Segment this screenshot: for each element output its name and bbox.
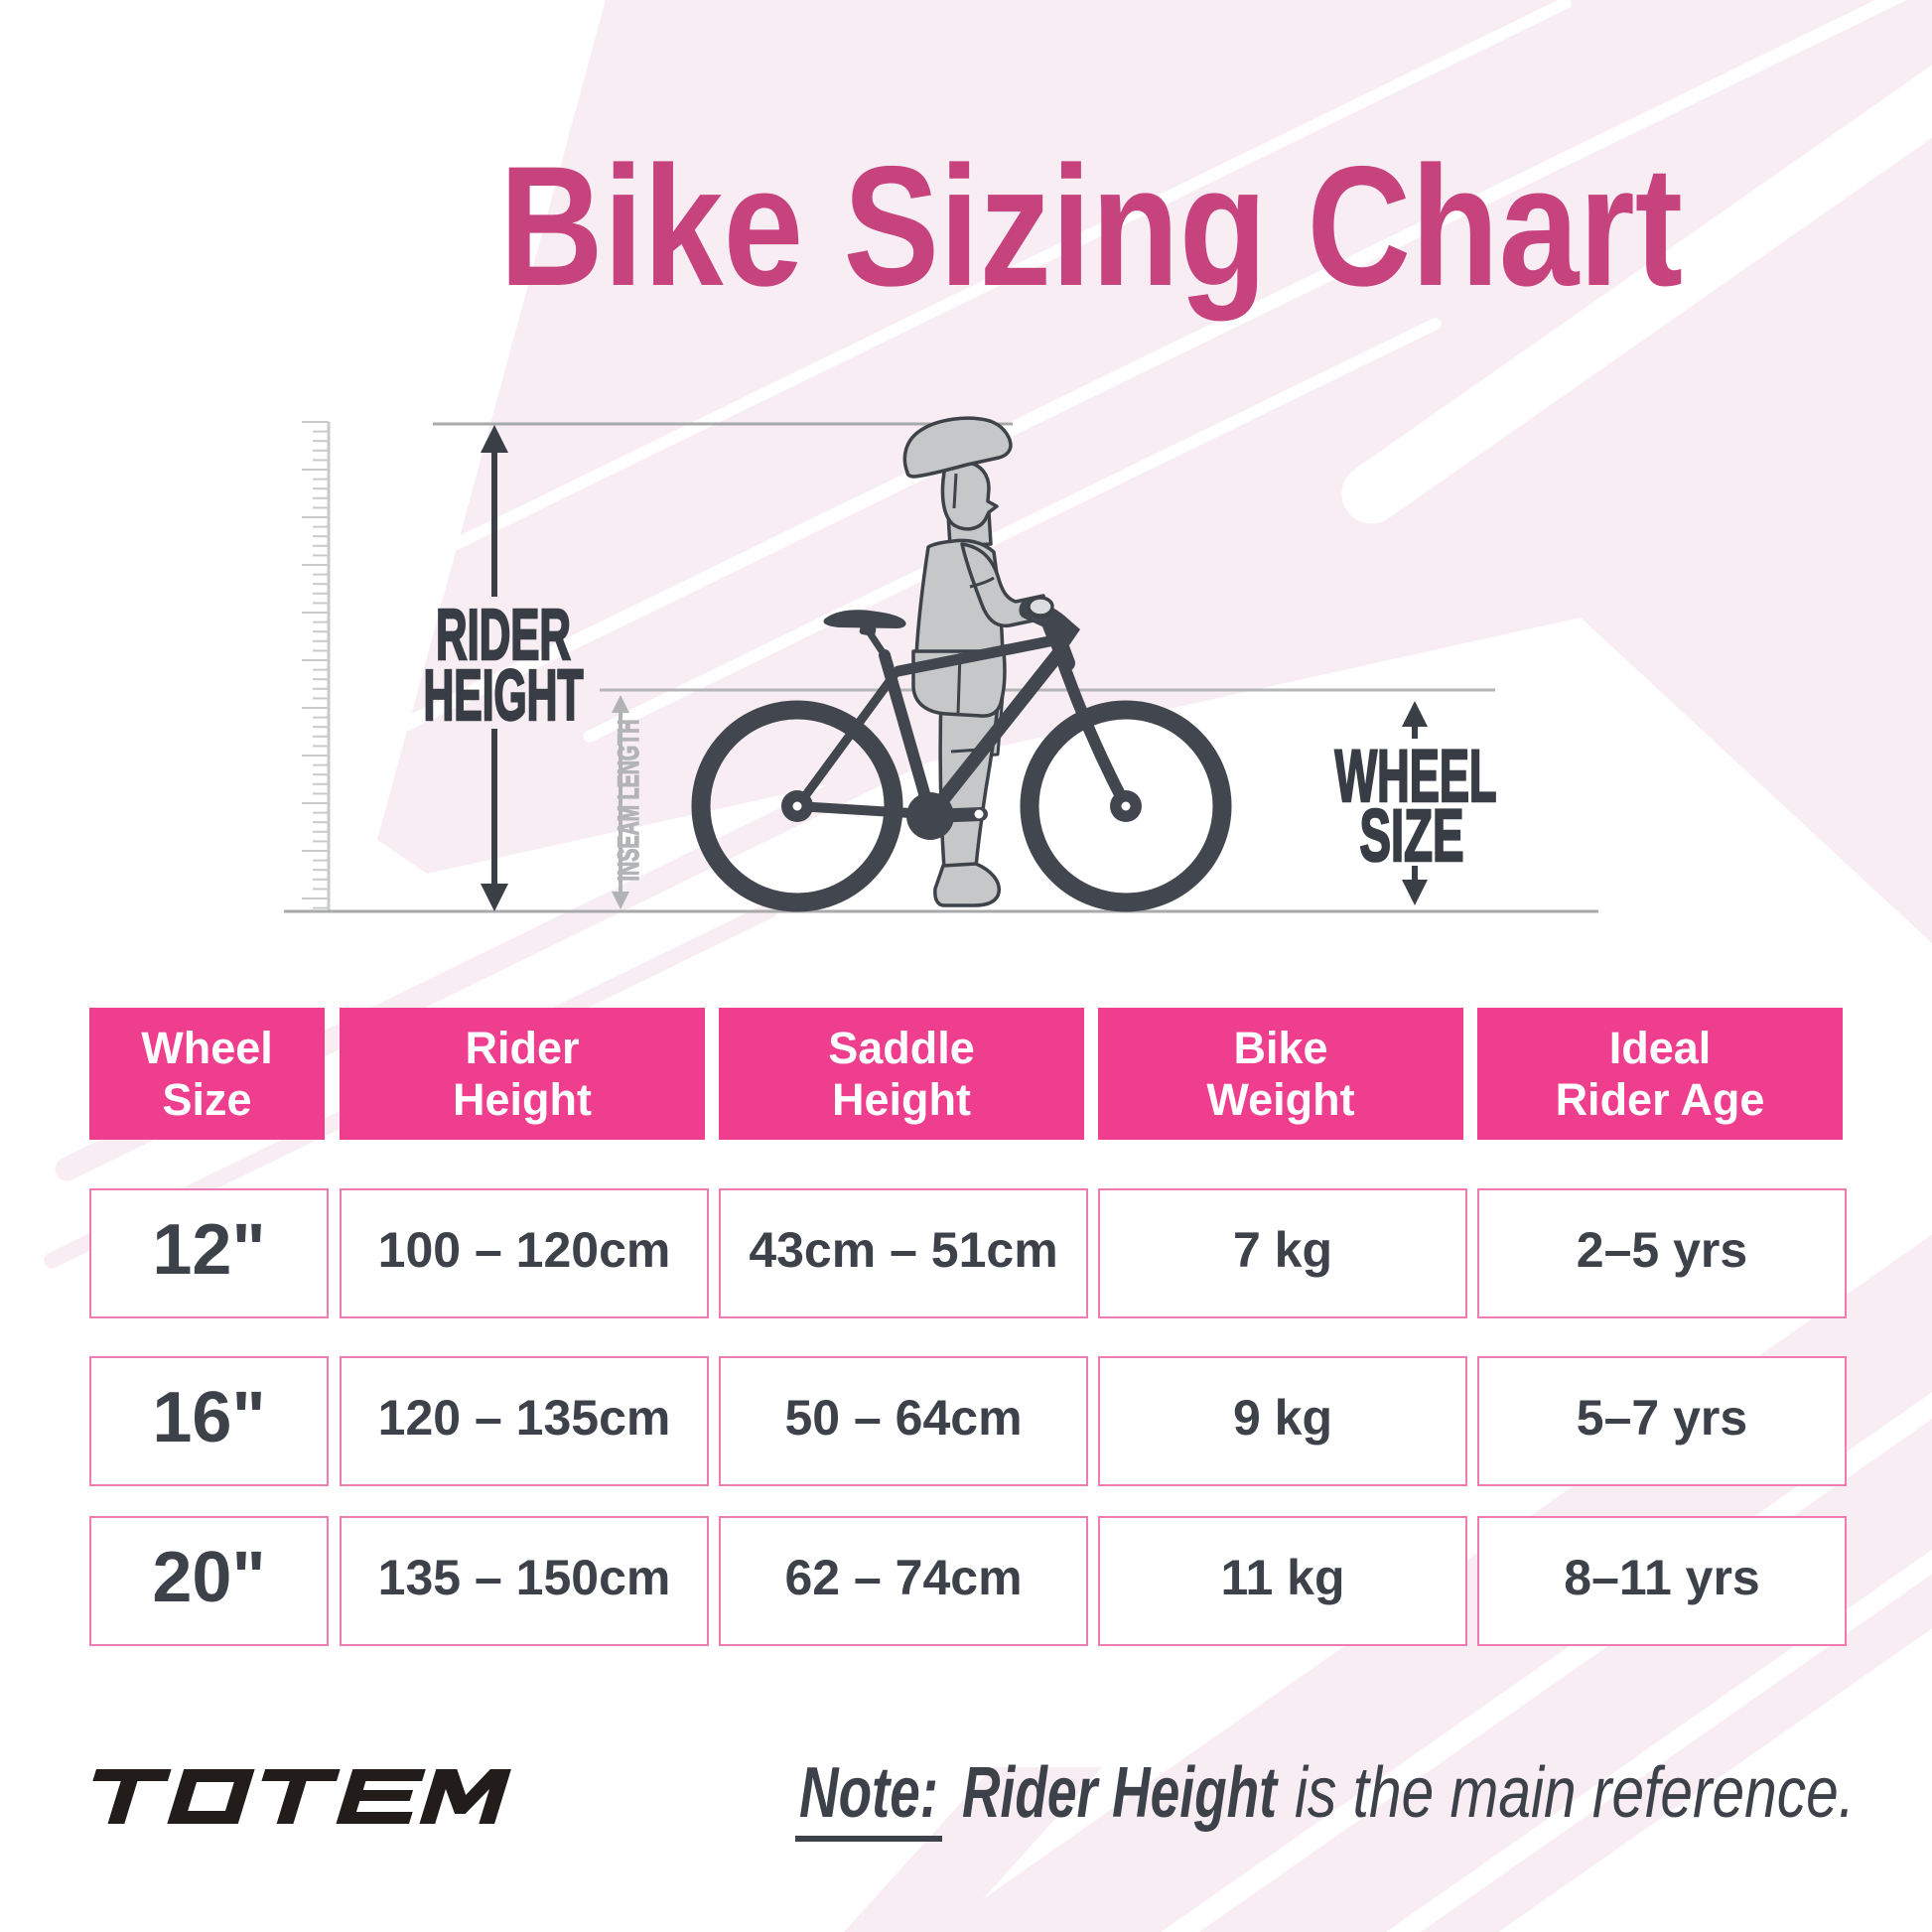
svg-text:is the main reference.: is the main reference. <box>1295 1753 1855 1833</box>
svg-text:Rider Height: Rider Height <box>962 1753 1279 1833</box>
svg-text:INSEAM LENGTH: INSEAM LENGTH <box>613 720 645 882</box>
svg-text:HEIGHT: HEIGHT <box>424 656 584 736</box>
svg-text:WHEEL: WHEEL <box>1335 735 1497 817</box>
svg-text:Bike Sizing Chart: Bike Sizing Chart <box>499 131 1683 322</box>
svg-text:RIDER: RIDER <box>436 596 571 675</box>
svg-text:SIZE: SIZE <box>1360 794 1464 877</box>
svg-text:Note:: Note: <box>799 1753 938 1833</box>
